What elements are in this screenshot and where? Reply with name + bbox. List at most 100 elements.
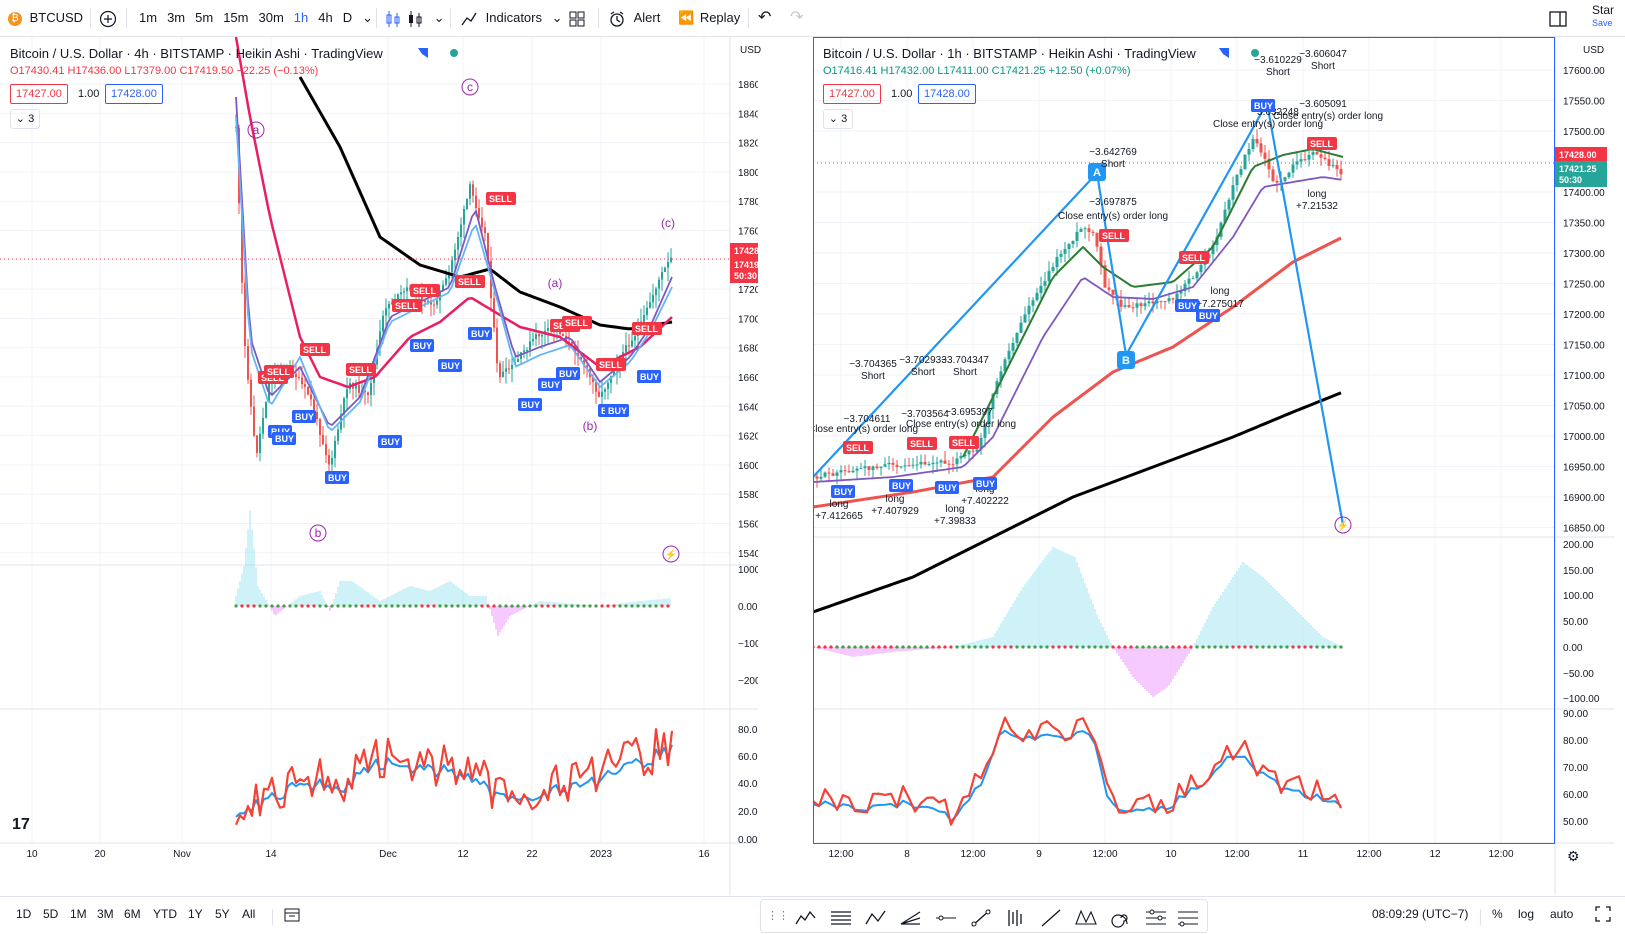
timeframe-15m[interactable]: 15m [223, 10, 249, 25]
timeframe-30m[interactable]: 30m [258, 10, 284, 25]
right-chart-pane[interactable]: 17600.0017550.0017500.0017450.0017400.00… [813, 37, 1625, 895]
candle-body [883, 464, 887, 467]
osc-dot [1291, 645, 1295, 649]
drag-handle-icon[interactable]: ⋮⋮ [767, 910, 789, 922]
elliott-wave-icon[interactable] [793, 906, 819, 930]
flag-icon[interactable] [1219, 48, 1229, 58]
buy-price-button[interactable]: 17428.00 [105, 84, 163, 104]
timeframe-5m[interactable]: 5m [195, 10, 214, 25]
left-chart-title[interactable]: Bitcoin / U.S. Dollar · 4h · BITSTAMP · … [10, 46, 383, 61]
strategy-annotation: long [946, 504, 965, 515]
indicator-toggle[interactable]: ⌄ 3 [10, 109, 40, 129]
candle-body [319, 419, 321, 435]
split-view-button[interactable] [1548, 6, 1568, 30]
timeframe-1m[interactable]: 1m [139, 10, 158, 25]
bitcoin-icon: ₿ [8, 11, 22, 26]
range-3m[interactable]: 3M [97, 907, 114, 921]
pitchfork-icon[interactable] [898, 906, 924, 930]
date-range-button[interactable] [283, 906, 301, 929]
range-1d[interactable]: 1D [16, 907, 32, 921]
candle-body [1179, 291, 1183, 294]
timeframe-4h[interactable]: 4h [318, 10, 333, 25]
osc-dot [841, 645, 845, 649]
gann-fan-icon[interactable] [1143, 906, 1169, 930]
bar-style-button[interactable] [384, 6, 402, 30]
star-save-area[interactable]: Star Save [1592, 4, 1614, 30]
order-quantity[interactable]: 1.00 [78, 88, 100, 100]
osc-dot [829, 645, 833, 649]
range-5d[interactable]: 5D [43, 907, 59, 921]
osc-dot [660, 604, 664, 608]
replay-button[interactable]: ⏪ Replay [678, 6, 740, 30]
left-chart-pane[interactable]: 18600.00 18400.00 18200.00 18000.00 17800.00… [0, 37, 762, 895]
osc-dot [835, 645, 839, 649]
candle-body [580, 357, 582, 361]
sell-signal: SELL [846, 443, 870, 453]
order-quantity[interactable]: 1.00 [891, 88, 913, 100]
buy-signal-box [637, 370, 661, 383]
projection-icon[interactable] [1175, 906, 1201, 930]
osc-dot [1213, 645, 1217, 649]
indicators-button[interactable]: Indicators ⌄ [460, 6, 563, 30]
strategy-annotation: Short [911, 367, 935, 378]
active-pane-border [813, 37, 1555, 844]
candle-body [991, 393, 995, 410]
currency-label[interactable]: USD [740, 45, 762, 56]
bars-pattern-icon[interactable] [1003, 906, 1029, 930]
layouts-button[interactable] [568, 6, 586, 30]
candle-body [827, 472, 831, 474]
sell-price-button[interactable]: 17427.00 [823, 84, 881, 104]
timeframe-d[interactable]: D [342, 10, 353, 25]
fullscreen-button[interactable] [1594, 905, 1612, 928]
timeframe-dropdown-icon[interactable]: ⌄ [362, 10, 374, 25]
undo-button[interactable]: ↶ [758, 6, 771, 30]
symbol-search[interactable]: ₿ BTCUSD [8, 6, 83, 30]
currency-label[interactable]: USD [1583, 45, 1605, 56]
horizontal-ray-icon[interactable] [933, 906, 959, 930]
fib-spiral-icon[interactable] [1108, 906, 1134, 930]
buy-price-button[interactable]: 17428.00 [918, 84, 976, 104]
range-6m[interactable]: 6M [124, 907, 141, 921]
range-5y[interactable]: 5Y [215, 907, 230, 921]
trend-line-icon[interactable] [968, 906, 994, 930]
sell-price-button[interactable]: 17427.00 [10, 84, 68, 104]
flag-icon[interactable] [418, 48, 428, 58]
right-chart-title[interactable]: Bitcoin / U.S. Dollar · 1h · BITSTAMP · … [823, 46, 1196, 61]
auto-scale-toggle[interactable]: auto [1550, 907, 1574, 921]
left-chart-canvas[interactable]: 18600.00 18400.00 18200.00 18000.00 17800.00… [0, 37, 758, 895]
candle-body [457, 236, 459, 250]
price-axis-tick: 15800.00 [738, 490, 758, 501]
candle-body [1019, 322, 1023, 333]
range-all[interactable]: All [242, 907, 256, 921]
candle-body [316, 412, 318, 420]
timeframe-3m[interactable]: 3m [167, 10, 186, 25]
rsi-line [234, 728, 674, 826]
abcd-pattern-icon[interactable] [863, 906, 889, 930]
price-axis-tick: 16400.00 [738, 402, 758, 413]
right-chart-canvas[interactable]: 17600.0017550.0017500.0017450.0017400.00… [813, 37, 1625, 895]
redo-button[interactable]: ↷ [790, 6, 803, 30]
heikin-ashi-button[interactable]: ⌄ [406, 6, 445, 30]
open-value: O17430.41 [10, 65, 65, 77]
range-1m[interactable]: 1M [70, 907, 87, 921]
candle-body [1259, 143, 1263, 153]
ray-line-icon[interactable] [1038, 906, 1064, 930]
log-scale-toggle[interactable]: log [1518, 907, 1535, 921]
timeframe-1h[interactable]: 1h [293, 10, 309, 25]
range-ytd[interactable]: YTD [153, 907, 177, 921]
clock-timezone[interactable]: 08:09:29 (UTC−7) [1372, 907, 1469, 921]
candle-body [927, 464, 931, 466]
compare-add-button[interactable] [98, 6, 118, 30]
percent-scale-toggle[interactable]: % [1492, 907, 1503, 921]
candle-body [466, 198, 468, 209]
sell-signal: SELL [1182, 253, 1206, 263]
buy-signal: BUY [1254, 101, 1273, 111]
fib-retracement-icon[interactable] [828, 906, 854, 930]
range-1y[interactable]: 1Y [188, 907, 203, 921]
indicator-toggle[interactable]: ⌄ 3 [823, 109, 853, 129]
xabcd-pattern-icon[interactable] [1073, 906, 1099, 930]
candle-body [628, 345, 630, 347]
osc-dot [919, 645, 923, 649]
alert-button[interactable]: Alert [608, 6, 660, 30]
candle-body [400, 292, 402, 295]
